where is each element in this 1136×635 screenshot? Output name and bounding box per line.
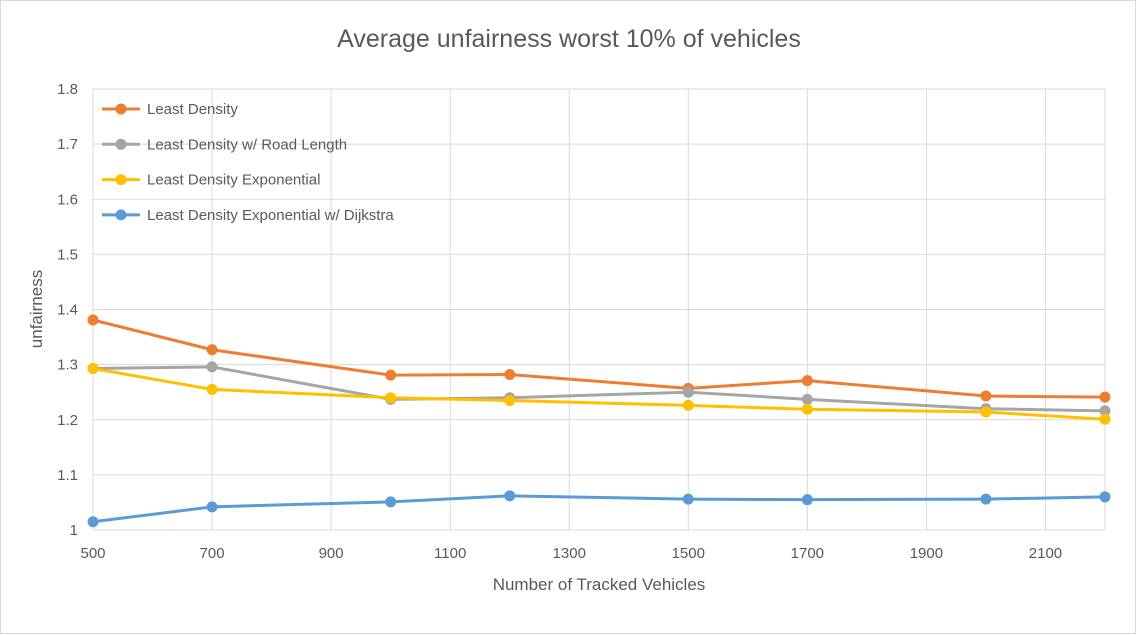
data-point: [682, 493, 694, 505]
gridlines: [92, 88, 1106, 531]
series-1: [87, 314, 1111, 403]
data-point: [206, 361, 218, 373]
legend-marker: [115, 174, 127, 186]
data-point: [682, 386, 694, 398]
data-series: [87, 314, 1111, 528]
y-tick-label: 1.1: [57, 467, 78, 484]
data-point: [980, 493, 992, 505]
series-line: [91, 365, 1107, 413]
data-point: [504, 394, 516, 406]
x-tick-label: 2100: [1029, 545, 1062, 562]
data-point: [87, 314, 99, 326]
y-tick-label: 1.3: [57, 357, 78, 374]
data-point: [87, 362, 99, 374]
x-tick-label: 900: [319, 545, 344, 562]
legend-marker: [115, 138, 127, 150]
data-point: [206, 383, 218, 395]
x-tick-label: 1900: [910, 545, 943, 562]
y-tick-label: 1.7: [57, 136, 78, 153]
x-axis-title: Number of Tracked Vehicles: [493, 575, 706, 594]
data-point: [801, 403, 813, 415]
data-point: [1099, 413, 1111, 425]
x-tick-label: 700: [200, 545, 225, 562]
legend-label: Least Density Exponential: [147, 172, 320, 189]
x-tick-label: 1100: [434, 545, 466, 562]
data-point: [980, 390, 992, 402]
data-point: [504, 490, 516, 502]
series-3: [87, 362, 1111, 425]
x-tick-label: 500: [80, 545, 105, 562]
legend-item: Least Density Exponential: [102, 172, 320, 189]
data-point: [385, 496, 397, 508]
y-tick-label: 1.8: [57, 81, 78, 98]
y-tick-label: 1.2: [57, 412, 78, 429]
legend-item: Least Density w/ Road Length: [102, 136, 347, 153]
data-point: [206, 501, 218, 513]
data-point: [682, 399, 694, 411]
data-point: [87, 516, 99, 528]
x-axis-ticks: 500 700 900 1100 1300 1500 1700 1900 2100: [80, 545, 1062, 562]
y-axis-title: unfairness: [27, 270, 46, 348]
series-line: [91, 366, 1107, 421]
x-tick-label: 1500: [672, 545, 705, 562]
data-point: [385, 369, 397, 381]
legend: Least Density Least Density w/ Road Lengt…: [102, 101, 394, 224]
data-point: [1099, 491, 1111, 503]
series-line: [91, 494, 1107, 524]
legend-label: Least Density Exponential w/ Dijkstra: [147, 207, 394, 224]
data-point: [980, 406, 992, 418]
data-point: [801, 393, 813, 405]
data-point: [385, 392, 397, 404]
y-tick-label: 1.5: [57, 246, 78, 263]
y-axis-ticks: 1 1.1 1.2 1.3 1.4 1.5 1.6 1.7 1.8: [57, 81, 78, 539]
x-tick-label: 1700: [791, 545, 824, 562]
legend-marker: [115, 103, 127, 115]
series-line: [91, 318, 1107, 399]
data-point: [206, 344, 218, 356]
data-point: [801, 375, 813, 387]
data-point: [801, 494, 813, 506]
legend-item: Least Density Exponential w/ Dijkstra: [102, 207, 394, 224]
data-point: [1099, 405, 1111, 417]
y-tick-label: 1: [70, 522, 78, 539]
x-tick-label: 1300: [553, 545, 586, 562]
legend-item: Least Density: [102, 101, 238, 118]
legend-marker: [115, 209, 127, 221]
legend-label: Least Density: [147, 101, 238, 118]
series-4: [87, 490, 1111, 528]
y-tick-label: 1.6: [57, 191, 78, 208]
series-2: [87, 361, 1111, 417]
y-tick-label: 1.4: [57, 302, 78, 319]
legend-label: Least Density w/ Road Length: [147, 136, 347, 153]
chart-title: Average unfairness worst 10% of vehicles: [337, 25, 801, 53]
data-point: [504, 369, 516, 381]
data-point: [1099, 391, 1111, 403]
